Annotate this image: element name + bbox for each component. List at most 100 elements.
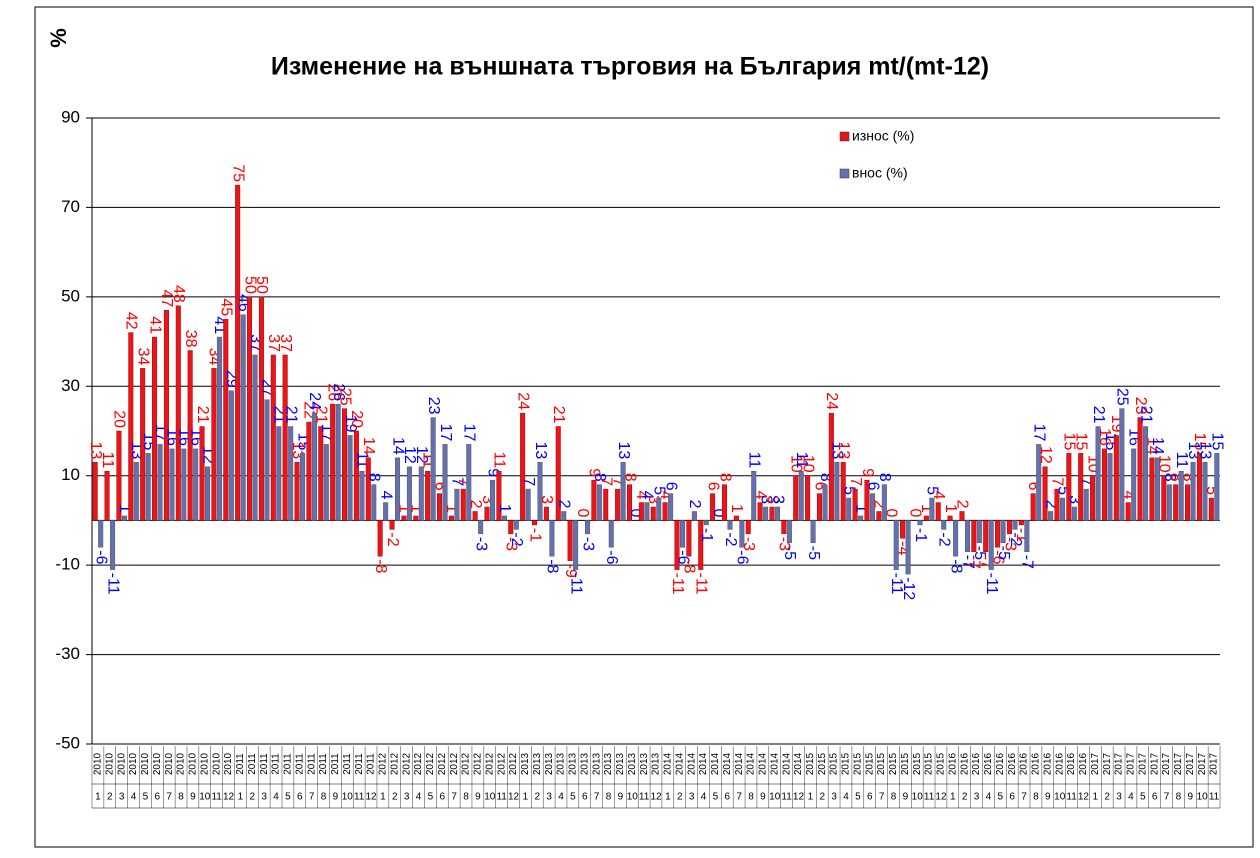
data-label: 42 — [123, 312, 140, 330]
data-label: 38 — [182, 330, 199, 348]
data-label: 34 — [134, 348, 151, 366]
x-tick-label: 9 — [903, 792, 909, 803]
data-label: 1 — [728, 504, 745, 513]
x-tick-year: 2017 — [1197, 752, 1208, 775]
data-label: 21 — [282, 406, 299, 424]
data-label: 8 — [621, 473, 638, 482]
x-tick-year: 2017 — [1185, 752, 1196, 775]
x-tick-year: 2012 — [473, 752, 484, 775]
bar — [1024, 520, 1030, 552]
x-tick-year: 2016 — [1042, 752, 1053, 775]
bar — [834, 462, 840, 521]
x-tick-year: 2015 — [864, 752, 875, 775]
bar — [501, 515, 507, 521]
x-tick-year: 2011 — [247, 753, 258, 775]
bar — [964, 520, 970, 552]
data-label: 0 — [574, 509, 591, 518]
bar — [917, 520, 923, 526]
bar — [425, 470, 431, 521]
x-tick-year: 2016 — [1078, 752, 1089, 775]
bar — [454, 488, 460, 521]
y-tick-label: 50 — [61, 286, 80, 305]
bar — [703, 520, 709, 526]
x-tick-year: 2014 — [722, 752, 733, 775]
x-tick-year: 2012 — [449, 752, 460, 775]
x-tick-label: 10 — [199, 792, 211, 803]
bar — [163, 310, 169, 521]
x-tick-label: 6 — [439, 792, 445, 803]
x-tick-label: 10 — [1054, 792, 1066, 803]
x-tick-year: 2014 — [781, 752, 792, 775]
data-label: 20 — [348, 410, 365, 428]
bar — [668, 493, 674, 521]
x-tick-year: 2010 — [128, 752, 139, 775]
x-tick-year: 2013 — [639, 752, 650, 775]
bar — [1066, 453, 1072, 521]
data-label: 5 — [651, 486, 668, 495]
y-tick-label: -10 — [55, 555, 80, 574]
x-tick-label: 8 — [321, 792, 327, 803]
bar — [615, 488, 621, 521]
x-tick-year: 2010 — [104, 752, 115, 775]
x-tick-label: 4 — [701, 792, 707, 803]
x-tick-label: 12 — [650, 792, 662, 803]
x-tick-label: 2 — [819, 792, 825, 803]
bar — [395, 457, 401, 521]
bar — [781, 520, 787, 535]
y-tick-label: 90 — [61, 107, 80, 126]
bar — [555, 426, 561, 521]
x-tick-label: 7 — [879, 792, 885, 803]
bar — [478, 520, 484, 535]
data-label: 8 — [1167, 473, 1184, 482]
bar — [727, 520, 733, 530]
data-label: 5 — [1054, 486, 1071, 495]
x-tick-label: 2 — [392, 792, 398, 803]
bar — [228, 390, 234, 521]
x-tick-year: 2010 — [93, 752, 104, 775]
data-label: -8 — [372, 559, 389, 573]
bar — [152, 336, 158, 521]
x-tick-label: 5 — [285, 792, 291, 803]
x-tick-year: 2015 — [936, 752, 947, 775]
bar — [513, 520, 519, 530]
bar — [656, 497, 662, 521]
bar — [1101, 448, 1107, 521]
x-tick-label: 2 — [677, 792, 683, 803]
data-label: 25 — [1114, 388, 1131, 406]
x-tick-year: 2013 — [627, 752, 638, 775]
bar — [532, 520, 538, 526]
legend-label: износ (%) — [852, 128, 914, 144]
x-tick-label: 11 — [496, 792, 507, 803]
bar — [1018, 520, 1024, 526]
data-label: 2 — [871, 500, 888, 509]
data-label: -3 — [503, 537, 520, 551]
bar — [1185, 484, 1191, 521]
bar — [353, 430, 359, 521]
data-label: -7 — [1019, 555, 1036, 569]
x-tick-year: 2011 — [235, 753, 246, 775]
x-tick-label: 4 — [558, 792, 564, 803]
bar — [941, 520, 947, 530]
bar — [1125, 502, 1131, 521]
data-label: 21 — [550, 406, 567, 424]
bar — [401, 515, 407, 521]
x-tick-year: 2012 — [437, 752, 448, 775]
x-tick-year: 2017 — [1149, 752, 1160, 775]
bar — [846, 497, 852, 521]
bar — [596, 484, 602, 521]
x-tick-year: 2014 — [793, 752, 804, 775]
bar — [104, 470, 110, 521]
bar — [525, 488, 531, 521]
bar — [418, 466, 424, 521]
x-tick-label: 6 — [867, 792, 873, 803]
bar — [121, 515, 127, 521]
data-label: 11 — [793, 452, 810, 469]
bar — [549, 520, 555, 557]
bar — [1059, 497, 1065, 521]
legend-swatch — [839, 168, 850, 179]
data-label: 13 — [532, 442, 549, 460]
x-tick-label: 5 — [570, 792, 576, 803]
bar — [157, 444, 163, 521]
data-label: 11 — [1173, 452, 1190, 469]
